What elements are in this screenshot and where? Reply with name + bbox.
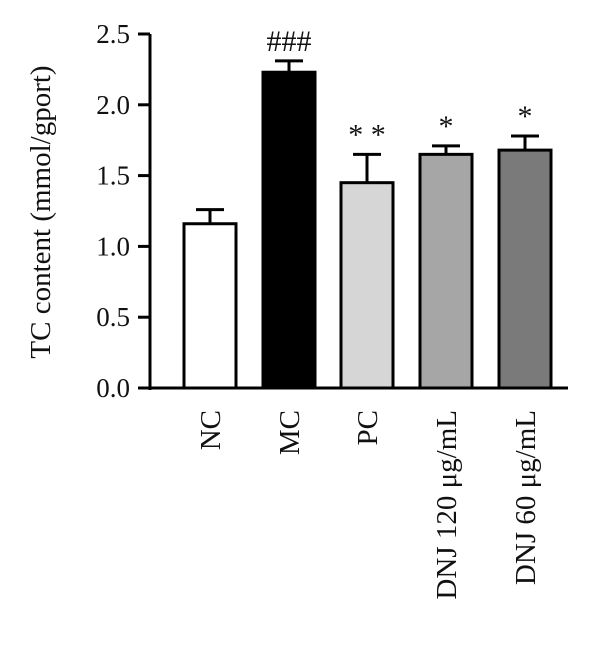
x-category-label: NC — [195, 410, 227, 450]
category-labels: NC MC PC DNJ 120 μg/mL DNJ 60 μg/mL — [195, 410, 542, 600]
y-tick-label: 1.5 — [96, 161, 130, 191]
x-category-label: MC — [274, 410, 306, 455]
significance-mark: ### — [267, 25, 312, 58]
significance-mark: * — [518, 100, 533, 133]
x-category-label: PC — [352, 410, 384, 445]
y-axis-ticks: 0.0 0.5 1.0 1.5 2.0 2.5 — [96, 19, 150, 403]
y-axis-label: TC content (mmol/gport) — [25, 65, 57, 358]
bar — [418, 152, 474, 390]
bar — [339, 181, 395, 390]
significance-mark: * — [439, 110, 454, 143]
y-tick-label: 2.5 — [96, 19, 130, 49]
significance-annotations: ### * * * * — [267, 25, 533, 151]
y-tick-label: 1.0 — [96, 231, 130, 261]
y-tick-label: 0.0 — [96, 373, 130, 403]
bar — [497, 148, 553, 390]
x-category-label: DNJ 120 μg/mL — [431, 410, 463, 600]
x-category-label: DNJ 60 μg/mL — [510, 410, 542, 585]
bar — [261, 70, 317, 390]
significance-mark: * * — [348, 118, 386, 151]
y-tick-label: 2.0 — [96, 90, 130, 120]
y-tick-label: 0.5 — [96, 302, 130, 332]
error-bars — [196, 59, 539, 224]
bar — [182, 222, 238, 390]
